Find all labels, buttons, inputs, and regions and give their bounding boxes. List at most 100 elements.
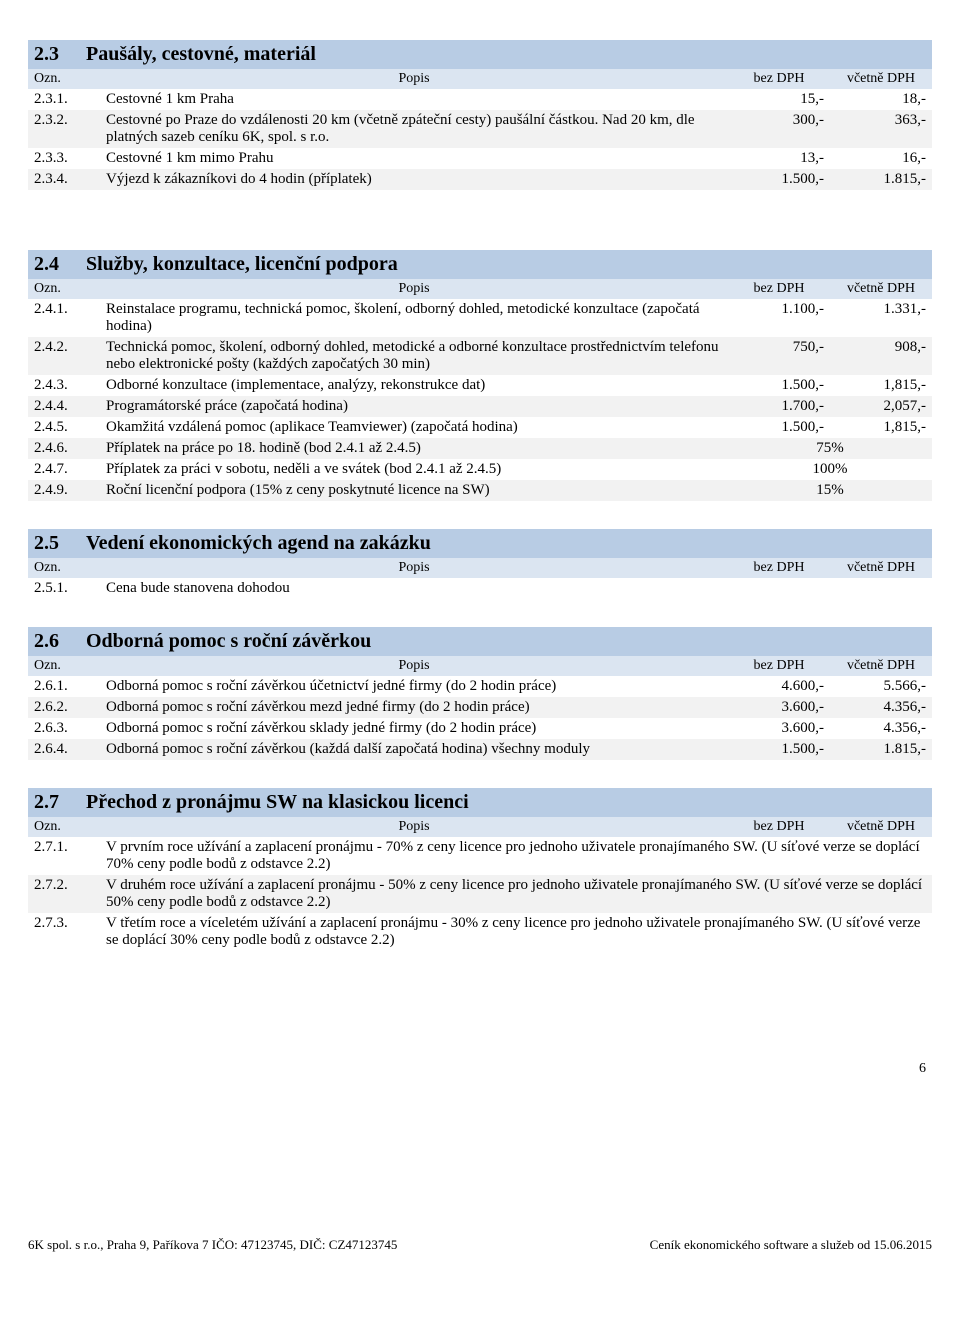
cell-popis: Výjezd k zákazníkovi do 4 hodin (příplat… — [100, 169, 728, 190]
section-heading: Vedení ekonomických agend na zakázku — [86, 532, 431, 555]
col-vcetne-dph: včetně DPH — [830, 656, 932, 676]
cell-p1: 1.700,- — [728, 396, 830, 417]
cell-p1: 13,- — [728, 148, 830, 169]
cell-p2: 16,- — [830, 148, 932, 169]
table-row: 2.4.3. Odborné konzultace (implementace,… — [28, 375, 932, 396]
cell-popis: V prvním roce užívání a zaplacení pronáj… — [100, 837, 932, 875]
table-row: 2.3.2. Cestovné po Praze do vzdálenosti … — [28, 110, 932, 148]
cell-popis: Odborná pomoc s roční závěrkou sklady je… — [100, 718, 728, 739]
table-row: 2.4.5. Okamžitá vzdálená pomoc (aplikace… — [28, 417, 932, 438]
cell-p2: 363,- — [830, 110, 932, 148]
col-popis: Popis — [100, 558, 728, 578]
cell-merged: 15% — [728, 480, 932, 501]
table-row: 2.7.3. V třetím roce a víceletém užívání… — [28, 913, 932, 951]
cell-p1: 15,- — [728, 89, 830, 110]
cell-popis: Odborná pomoc s roční závěrkou mezd jedn… — [100, 697, 728, 718]
cell-ozn: 2.6.1. — [28, 676, 100, 697]
section-heading: Paušály, cestovné, materiál — [86, 43, 316, 66]
section-title-2-6: 2.6 Odborná pomoc s roční závěrkou — [28, 627, 932, 656]
cell-popis: Cestovné po Praze do vzdálenosti 20 km (… — [100, 110, 728, 148]
cell-p1: 3.600,- — [728, 697, 830, 718]
cell-p1: 1.500,- — [728, 169, 830, 190]
cell-p1: 1.500,- — [728, 417, 830, 438]
table-2-3: Ozn. Popis bez DPH včetně DPH 2.3.1. Ces… — [28, 69, 932, 190]
footer-right: Ceník ekonomického software a služeb od … — [650, 1237, 932, 1253]
cell-popis: Odborná pomoc s roční závěrkou účetnictv… — [100, 676, 728, 697]
col-bez-dph: bez DPH — [728, 279, 830, 299]
col-vcetne-dph: včetně DPH — [830, 69, 932, 89]
cell-popis: Příplatek za práci v sobotu, neděli a ve… — [100, 459, 728, 480]
section-title-2-3: 2.3 Paušály, cestovné, materiál — [28, 40, 932, 69]
col-popis: Popis — [100, 69, 728, 89]
cell-p1: 3.600,- — [728, 718, 830, 739]
section-heading: Přechod z pronájmu SW na klasickou licen… — [86, 791, 469, 814]
cell-popis: Odborné konzultace (implementace, analýz… — [100, 375, 728, 396]
cell-popis: Roční licenční podpora (15% z ceny posky… — [100, 480, 728, 501]
cell-popis: Cena bude stanovena dohodou — [100, 578, 728, 599]
cell-merged: 75% — [728, 438, 932, 459]
cell-popis: Cestovné 1 km mimo Prahu — [100, 148, 728, 169]
cell-p2: 2,057,- — [830, 396, 932, 417]
cell-popis: Programátorské práce (započatá hodina) — [100, 396, 728, 417]
cell-ozn: 2.4.6. — [28, 438, 100, 459]
table-row: 2.4.4. Programátorské práce (započatá ho… — [28, 396, 932, 417]
col-vcetne-dph: včetně DPH — [830, 558, 932, 578]
cell-ozn: 2.6.3. — [28, 718, 100, 739]
cell-ozn: 2.7.1. — [28, 837, 100, 875]
section-num: 2.3 — [34, 43, 86, 66]
table-row: 2.4.1. Reinstalace programu, technická p… — [28, 299, 932, 337]
cell-p1: 4.600,- — [728, 676, 830, 697]
table-row: 2.3.4. Výjezd k zákazníkovi do 4 hodin (… — [28, 169, 932, 190]
cell-popis: Cestovné 1 km Praha — [100, 89, 728, 110]
col-popis: Popis — [100, 817, 728, 837]
cell-ozn: 2.3.1. — [28, 89, 100, 110]
table-row: 2.6.4. Odborná pomoc s roční závěrkou (k… — [28, 739, 932, 760]
cell-p2: 4.356,- — [830, 718, 932, 739]
col-ozn: Ozn. — [28, 558, 100, 578]
cell-popis: Odborná pomoc s roční závěrkou (každá da… — [100, 739, 728, 760]
table-row: 2.4.7. Příplatek za práci v sobotu, nedě… — [28, 459, 932, 480]
table-row: 2.7.1. V prvním roce užívání a zaplacení… — [28, 837, 932, 875]
table-2-5: Ozn. Popis bez DPH včetně DPH 2.5.1. Cen… — [28, 558, 932, 599]
cell-ozn: 2.3.4. — [28, 169, 100, 190]
cell-popis: Okamžitá vzdálená pomoc (aplikace Teamvi… — [100, 417, 728, 438]
cell-ozn: 2.4.3. — [28, 375, 100, 396]
col-bez-dph: bez DPH — [728, 558, 830, 578]
cell-p1 — [728, 578, 830, 599]
cell-ozn: 2.4.2. — [28, 337, 100, 375]
cell-popis: Příplatek na práce po 18. hodině (bod 2.… — [100, 438, 728, 459]
cell-p2: 908,- — [830, 337, 932, 375]
cell-p2: 18,- — [830, 89, 932, 110]
table-row: 2.7.2. V druhém roce užívání a zaplacení… — [28, 875, 932, 913]
cell-popis: V druhém roce užívání a zaplacení pronáj… — [100, 875, 932, 913]
col-vcetne-dph: včetně DPH — [830, 279, 932, 299]
cell-p2: 1,815,- — [830, 417, 932, 438]
cell-popis: Technická pomoc, školení, odborný dohled… — [100, 337, 728, 375]
cell-ozn: 2.4.4. — [28, 396, 100, 417]
cell-ozn: 2.4.1. — [28, 299, 100, 337]
cell-p1: 1.100,- — [728, 299, 830, 337]
cell-p2: 5.566,- — [830, 676, 932, 697]
col-ozn: Ozn. — [28, 69, 100, 89]
cell-p2: 1.815,- — [830, 169, 932, 190]
section-heading: Odborná pomoc s roční závěrkou — [86, 630, 371, 653]
cell-ozn: 2.3.3. — [28, 148, 100, 169]
cell-ozn: 2.7.2. — [28, 875, 100, 913]
col-bez-dph: bez DPH — [728, 656, 830, 676]
cell-p1: 1.500,- — [728, 375, 830, 396]
section-title-2-7: 2.7 Přechod z pronájmu SW na klasickou l… — [28, 788, 932, 817]
cell-p1: 750,- — [728, 337, 830, 375]
cell-ozn: 2.4.7. — [28, 459, 100, 480]
page-number: 6 — [28, 1061, 932, 1077]
col-popis: Popis — [100, 656, 728, 676]
table-row: 2.4.6. Příplatek na práce po 18. hodině … — [28, 438, 932, 459]
table-2-6: Ozn. Popis bez DPH včetně DPH 2.6.1. Odb… — [28, 656, 932, 760]
col-bez-dph: bez DPH — [728, 69, 830, 89]
table-row: 2.3.3. Cestovné 1 km mimo Prahu 13,- 16,… — [28, 148, 932, 169]
cell-p2: 1,815,- — [830, 375, 932, 396]
cell-popis: Reinstalace programu, technická pomoc, š… — [100, 299, 728, 337]
cell-ozn: 2.4.9. — [28, 480, 100, 501]
col-ozn: Ozn. — [28, 817, 100, 837]
col-ozn: Ozn. — [28, 656, 100, 676]
table-row: 2.4.9. Roční licenční podpora (15% z cen… — [28, 480, 932, 501]
